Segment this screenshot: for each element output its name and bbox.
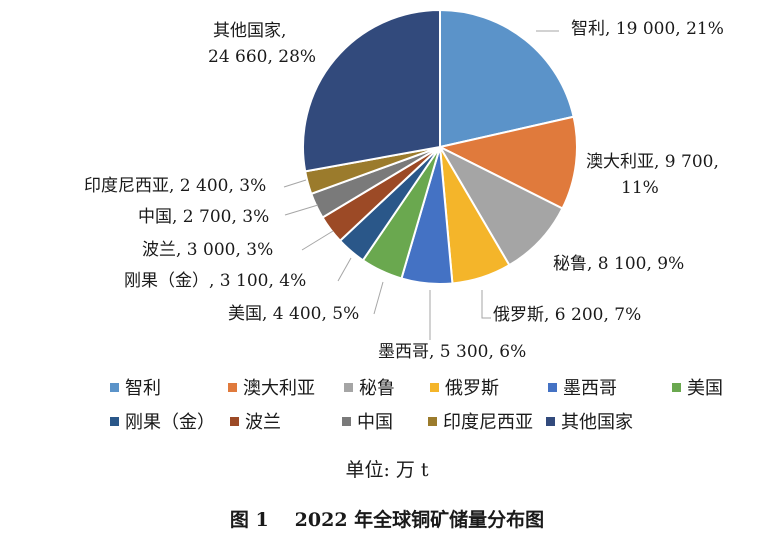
legend-swatch (546, 416, 555, 426)
legend-label: 智利 (125, 378, 161, 399)
slice-data-label: 印度尼西亚, 2 400, 3% (84, 176, 266, 196)
legend-swatch (672, 382, 681, 392)
legend-item: 墨西哥 (548, 374, 672, 400)
legend-label: 刚果（金） (125, 412, 215, 433)
slice-data-label: 其他国家, (213, 21, 286, 41)
legend-label: 印度尼西亚 (443, 412, 533, 433)
legend-item: 其他国家 (546, 408, 676, 434)
legend-item: 中国 (342, 408, 428, 434)
legend-label: 俄罗斯 (445, 378, 499, 399)
legend-label: 秘鲁 (359, 378, 395, 399)
legend-swatch (230, 416, 239, 426)
legend-swatch (548, 382, 557, 392)
legend-swatch (110, 416, 119, 426)
leader-line (284, 204, 319, 216)
leader-line (373, 281, 384, 315)
leader-line (283, 179, 307, 188)
legend-item: 美国 (672, 374, 752, 400)
slice-data-label: 中国, 2 700, 3% (138, 207, 269, 227)
legend-label: 中国 (357, 412, 393, 433)
legend-swatch (344, 382, 353, 392)
leader-line (337, 257, 352, 282)
pie-slice (439, 8, 575, 149)
legend-row: 智利 澳大利亚 秘鲁 俄罗斯 墨西哥 美国 (110, 370, 760, 404)
caption-title: 2022 年全球铜矿储量分布图 (294, 509, 545, 531)
pie-slice (302, 8, 441, 173)
legend-swatch (428, 416, 437, 426)
legend-label: 波兰 (245, 412, 281, 433)
leader-line (301, 230, 334, 251)
legend: 智利 澳大利亚 秘鲁 俄罗斯 墨西哥 美国 刚果（金） 波兰 中国 印度尼西亚 其他国家 (110, 370, 760, 438)
legend-swatch (430, 382, 439, 392)
slice-data-label: 秘鲁, 8 100, 9% (553, 254, 684, 274)
slice-data-label: 智利, 19 000, 21% (571, 19, 724, 39)
legend-item: 智利 (110, 374, 228, 400)
figure-caption: 图 1 2022 年全球铜矿储量分布图 (0, 505, 774, 532)
legend-item: 印度尼西亚 (428, 408, 546, 434)
legend-label: 墨西哥 (563, 378, 617, 399)
slice-data-label: 澳大利亚, 9 700, (586, 152, 719, 172)
slice-data-label: 俄罗斯, 6 200, 7% (493, 305, 641, 325)
slice-data-label: 24 660, 28% (208, 47, 316, 67)
slice-data-label: 波兰, 3 000, 3% (142, 240, 273, 260)
legend-item: 刚果（金） (110, 408, 230, 434)
leader-line (481, 290, 491, 319)
legend-item: 澳大利亚 (228, 374, 344, 400)
legend-item: 波兰 (230, 408, 342, 434)
slice-data-label: 11% (621, 178, 659, 198)
slice-data-label: 刚果（金）, 3 100, 4% (124, 271, 306, 291)
legend-swatch (342, 416, 351, 426)
unit-label: 单位: 万 t (345, 459, 429, 481)
pie-slice (437, 144, 564, 267)
pie-chart: 智利, 19 000, 21% 澳大利亚, 9 700, 11% 秘鲁, 8 100,… (84, 8, 724, 362)
pie-slice (437, 115, 578, 210)
legend-item: 俄罗斯 (430, 374, 548, 400)
legend-label: 其他国家 (561, 412, 633, 433)
slice-data-label: 美国, 4 400, 5% (228, 304, 359, 324)
legend-swatch (228, 382, 237, 392)
legend-swatch (110, 382, 119, 392)
legend-item: 秘鲁 (344, 374, 430, 400)
legend-label: 澳大利亚 (243, 378, 315, 399)
caption-number: 图 1 (229, 509, 269, 531)
slice-data-label: 墨西哥, 5 300, 6% (378, 342, 526, 362)
legend-label: 美国 (687, 378, 723, 399)
legend-row: 刚果（金） 波兰 中国 印度尼西亚 其他国家 (110, 404, 760, 438)
